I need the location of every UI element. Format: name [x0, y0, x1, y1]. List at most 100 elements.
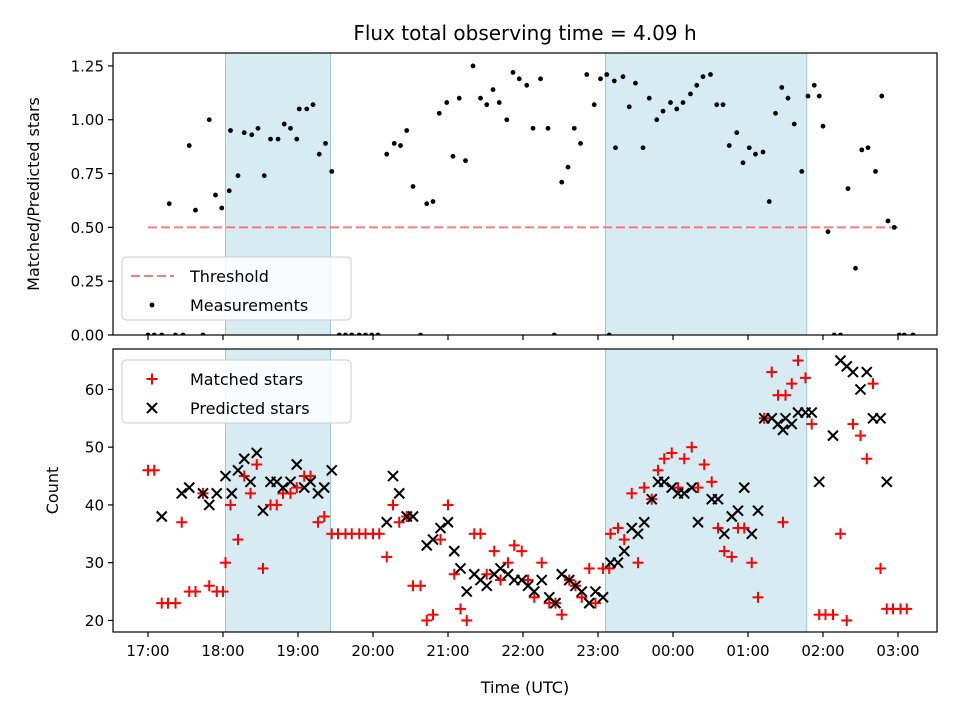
data-point: [285, 487, 296, 499]
data-point: [638, 482, 650, 494]
data-point: [268, 136, 273, 142]
data-point: [516, 76, 522, 82]
data-point: [799, 168, 805, 174]
data-point: [434, 522, 447, 534]
data-point: [488, 545, 500, 557]
data-point: [881, 476, 893, 488]
y-tick-label: 1.25: [71, 57, 104, 75]
data-point: [692, 482, 704, 494]
data-point: [584, 72, 590, 77]
x-tick-label: 18:00: [201, 642, 244, 660]
legend: Threshold Measurements: [121, 256, 352, 321]
data-point: [219, 470, 232, 482]
data-point: [746, 557, 758, 569]
y-tick-label: 40: [85, 496, 104, 514]
legend-label: Threshold: [189, 267, 269, 286]
data-point: [381, 516, 393, 528]
data-point: [516, 545, 528, 557]
data-point: [203, 499, 215, 511]
data-point: [576, 585, 588, 598]
data-point: [806, 418, 818, 430]
data-point: [478, 95, 483, 101]
data-point: [323, 141, 328, 146]
data-point: [427, 609, 439, 621]
y-tick-label: 30: [85, 554, 104, 572]
data-point: [305, 470, 316, 482]
data-point: [827, 609, 839, 621]
data-point: [825, 229, 831, 235]
data-point: [475, 528, 486, 540]
data-point: [166, 201, 172, 207]
data-point: [777, 516, 789, 528]
data-point: [393, 487, 405, 500]
data-point: [502, 557, 514, 569]
data-point: [633, 80, 638, 86]
data-point: [257, 562, 269, 574]
data-point: [720, 102, 726, 108]
data-point: [613, 145, 618, 151]
data-point: [442, 499, 454, 511]
data-point: [766, 366, 778, 378]
data-point: [232, 464, 244, 476]
data-point: [186, 143, 192, 148]
data-point: [232, 534, 244, 546]
data-point: [708, 72, 713, 77]
x-tick-label: 03:00: [876, 642, 919, 660]
data-point: [668, 100, 673, 105]
data-point: [156, 510, 168, 523]
data-point: [718, 528, 730, 540]
data-point: [746, 145, 752, 151]
data-point: [494, 562, 507, 575]
data-point: [773, 110, 778, 116]
data-point: [752, 591, 764, 603]
data-point: [481, 568, 493, 580]
data-point: [444, 100, 450, 105]
data-point: [284, 476, 297, 488]
data-point: [879, 93, 885, 99]
legend-entry: Measurements: [149, 296, 308, 315]
data-point: [859, 147, 865, 153]
data-point: [678, 487, 690, 500]
x-tick-label: 00:00: [651, 642, 694, 660]
data-point: [611, 78, 617, 84]
legend-marker: [149, 302, 155, 308]
data-point: [436, 110, 442, 116]
data-point: [225, 499, 236, 511]
data-point: [706, 476, 718, 488]
data-point: [766, 199, 772, 204]
x-tick-label: 23:00: [576, 642, 619, 660]
data-point: [654, 117, 660, 123]
data-point: [811, 82, 817, 88]
data-point: [277, 481, 289, 494]
data-point: [316, 151, 322, 157]
data-point: [398, 143, 403, 148]
data-point: [226, 188, 232, 194]
data-point: [549, 597, 562, 609]
data-point: [536, 574, 548, 586]
chart-title: Flux total observing time = 4.09 h: [353, 21, 696, 45]
data-point: [461, 585, 473, 598]
data-point: [410, 184, 416, 189]
data-point: [251, 447, 263, 459]
data-point: [404, 128, 410, 133]
data-point: [545, 125, 551, 131]
data-point: [211, 487, 223, 500]
data-point: [183, 481, 195, 494]
data-point: [732, 505, 744, 517]
data-point: [658, 476, 670, 488]
data-point: [238, 470, 250, 482]
data-point: [193, 207, 198, 213]
data-point: [714, 102, 720, 108]
data-point: [304, 106, 310, 112]
data-point: [666, 447, 678, 459]
data-point: [806, 406, 818, 419]
data-point: [219, 205, 225, 211]
data-point: [387, 470, 399, 482]
data-point: [589, 585, 602, 598]
data-point: [800, 372, 811, 384]
x-tick-label: 01:00: [726, 642, 769, 660]
x-tick-label: 17:00: [126, 642, 169, 660]
data-point: [454, 562, 467, 575]
data-point: [430, 199, 436, 204]
data-point: [249, 132, 255, 138]
